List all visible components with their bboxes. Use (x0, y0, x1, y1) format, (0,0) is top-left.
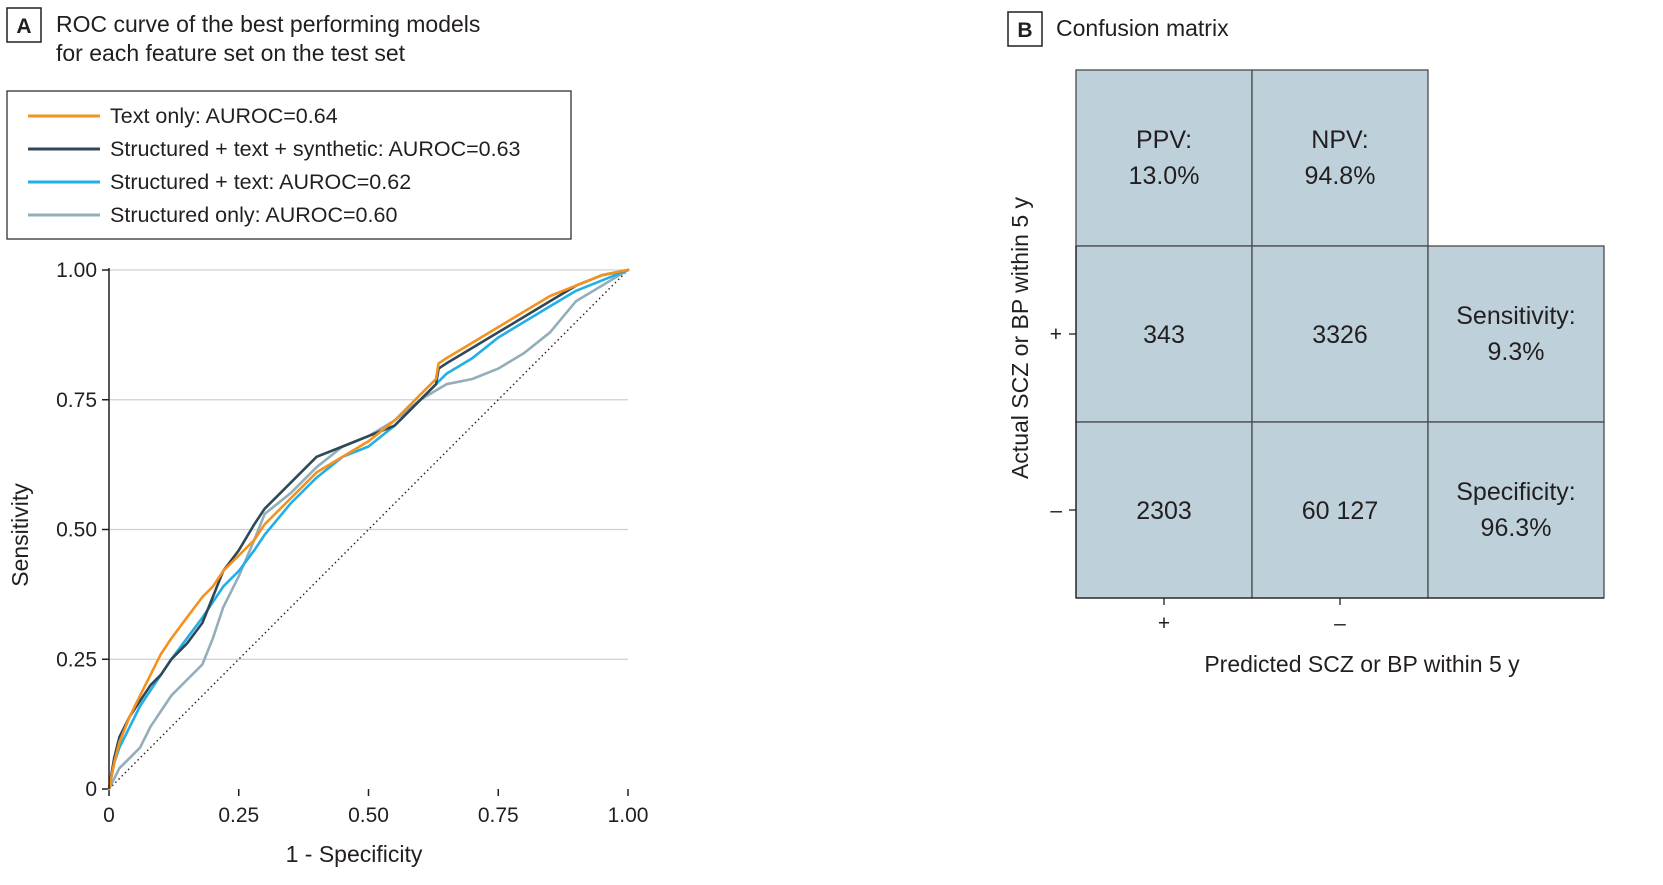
col-tick-positive: + (1158, 612, 1170, 635)
roc-xtick-label-0: 0 (103, 804, 115, 827)
roc-ytick-label-3: 0.75 (56, 389, 97, 412)
specificity-label: Specificity: (1456, 478, 1575, 506)
roc-ytick-label-4: 1.00 (56, 259, 97, 282)
roc-line-structured-text (107, 268, 630, 791)
cell-specificity (1427, 421, 1605, 599)
legend: Text only: AUROC=0.64 Structured + text … (6, 90, 572, 240)
ppv-value: 13.0% (1129, 162, 1200, 190)
panel-a-title-line2: for each feature set on the test set (56, 40, 406, 66)
legend-label-structured-only: Structured only: AUROC=0.60 (110, 203, 397, 227)
cell-false-positive (1075, 421, 1253, 599)
sensitivity-value: 9.3% (1488, 338, 1545, 366)
matrix-x-axis-label: Predicted SCZ or BP within 5 y (1204, 651, 1520, 677)
panel-a-letter: A (16, 15, 31, 38)
specificity-value: 96.3% (1481, 514, 1552, 542)
roc-xtick-label-4: 1.00 (608, 804, 649, 827)
roc-series (107, 268, 630, 791)
legend-label-structured-text: Structured + text: AUROC=0.62 (110, 170, 411, 194)
roc-line-structured-only (107, 268, 630, 791)
true-negative-count: 60 127 (1302, 497, 1378, 525)
false-negative-count: 3326 (1312, 321, 1368, 349)
sensitivity-label: Sensitivity: (1456, 302, 1575, 330)
panel-b-title: Confusion matrix (1056, 15, 1229, 41)
col-tick-negative: – (1334, 612, 1346, 635)
row-tick-negative: – (1050, 499, 1062, 522)
npv-value: 94.8% (1305, 162, 1376, 190)
roc-ytick-label-2: 0.50 (56, 519, 97, 542)
roc-grid (109, 269, 628, 660)
npv-label: NPV: (1311, 126, 1368, 154)
roc-x-axis-label: 1 - Specificity (286, 841, 423, 867)
panel-a-letter-box (6, 7, 42, 43)
matrix-y-axis-label: Actual SCZ or BP within 5 y (1007, 196, 1033, 479)
roc-ytick-label-1: 0.25 (56, 648, 97, 671)
row-tick-positive: + (1050, 323, 1062, 346)
panel-b-letter-box (1007, 11, 1043, 47)
roc-xtick-label-1: 0.25 (218, 804, 259, 827)
cell-npv (1251, 69, 1429, 247)
roc-line-text-only (107, 268, 630, 791)
roc-chance-line (108, 269, 629, 790)
roc-ticks: 0 0.25 0.50 0.75 1.00 0 0.25 0.50 0.75 1.00 (56, 259, 648, 827)
ppv-label: PPV: (1136, 126, 1192, 154)
roc-xtick-label-3: 0.75 (478, 804, 519, 827)
legend-box (6, 90, 572, 240)
roc-xtick-label-2: 0.50 (348, 804, 389, 827)
cell-true-negative (1251, 421, 1429, 599)
panel-b-letter: B (1017, 19, 1032, 42)
roc-ytick-label-0: 0 (85, 778, 97, 801)
panel-a-title-line1: ROC curve of the best performing models (56, 11, 480, 37)
legend-label-text-only: Text only: AUROC=0.64 (110, 104, 338, 128)
roc-y-axis-label: Sensitivity (7, 483, 33, 587)
true-positive-count: 343 (1143, 321, 1185, 349)
confusion-matrix: PPV: 13.0% NPV: 94.8% 343 3326 Sensitivi… (1007, 69, 1605, 677)
cell-sensitivity (1427, 245, 1605, 423)
cell-ppv (1075, 69, 1253, 247)
legend-label-structured-text-synthetic: Structured + text + synthetic: AUROC=0.6… (110, 137, 521, 161)
false-positive-count: 2303 (1136, 497, 1192, 525)
cell-true-positive (1075, 245, 1253, 423)
roc-line-structured-text-synthetic (107, 268, 630, 791)
